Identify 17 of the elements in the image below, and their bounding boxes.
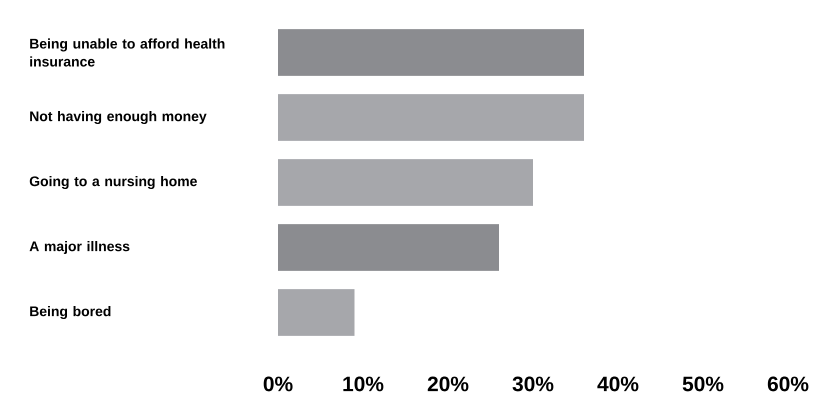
x-tick-label: 20% bbox=[428, 376, 468, 392]
y-tick-label: Being unable to afford health insurance bbox=[30, 38, 224, 67]
x-tick-label: 30% bbox=[512, 376, 554, 392]
bar bbox=[278, 224, 499, 271]
x-tick-label: 0% bbox=[264, 376, 293, 392]
y-tick-label: Being bored bbox=[30, 306, 110, 320]
y-tick-label: A major illness bbox=[30, 241, 130, 254]
y-tick-label: Not having enough money bbox=[30, 110, 207, 124]
y-tick-label: Going to a nursing home bbox=[30, 176, 197, 190]
bar bbox=[278, 94, 584, 141]
bar bbox=[278, 289, 354, 336]
x-tick-label: 60% bbox=[768, 376, 808, 392]
x-tick-label: 10% bbox=[343, 376, 384, 392]
bar bbox=[278, 29, 584, 76]
x-tick-label: 40% bbox=[597, 376, 638, 392]
bar bbox=[278, 159, 533, 206]
x-tick-label: 50% bbox=[682, 376, 724, 392]
